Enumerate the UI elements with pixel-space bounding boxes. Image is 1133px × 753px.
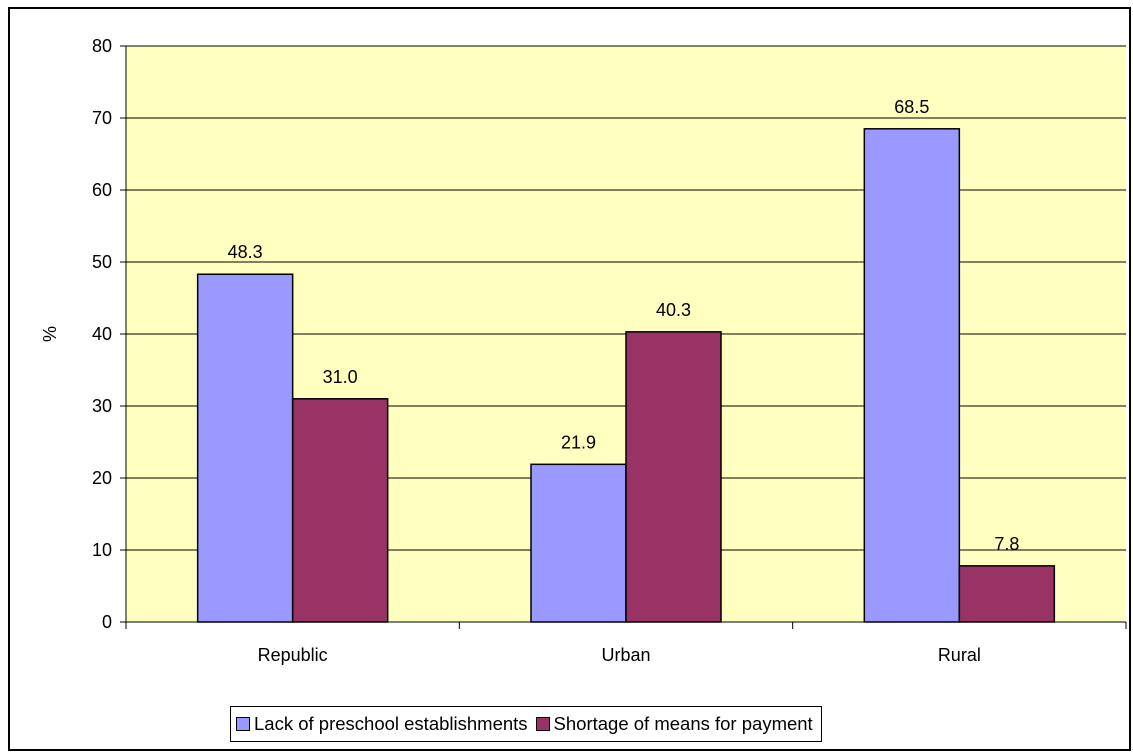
y-tick-label: 30 bbox=[92, 396, 112, 416]
y-tick-label: 60 bbox=[92, 180, 112, 200]
bar-1-republic bbox=[196, 273, 294, 623]
x-tick-label: Republic bbox=[258, 645, 328, 665]
y-tick-label: 80 bbox=[92, 36, 112, 56]
legend: Lack of preschool establishments Shortag… bbox=[230, 706, 822, 742]
x-tick-label: Urban bbox=[601, 645, 650, 665]
data-label: 40.3 bbox=[656, 300, 691, 320]
x-tick-label: Rural bbox=[938, 645, 981, 665]
data-label: 21.9 bbox=[561, 432, 596, 452]
legend-item-series-2: Shortage of means for payment bbox=[535, 713, 813, 735]
bar-2-rural bbox=[958, 565, 1056, 623]
bar-2-republic bbox=[291, 398, 389, 623]
legend-swatch-series-2 bbox=[535, 717, 550, 731]
legend-item-series-1: Lack of preschool establishments bbox=[236, 713, 528, 735]
y-tick-label: 70 bbox=[92, 108, 112, 128]
data-label: 48.3 bbox=[228, 242, 263, 262]
legend-label-series-2: Shortage of means for payment bbox=[553, 713, 813, 734]
data-label: 68.5 bbox=[894, 97, 929, 117]
axes bbox=[120, 45, 1127, 629]
data-label: 7.8 bbox=[994, 534, 1019, 554]
y-tick-label: 10 bbox=[92, 540, 112, 560]
labels: 0 10 20 30 40 50 60 70 80 48.3 31.0 Republic 21.9 40.… bbox=[92, 36, 1019, 665]
legend-swatch-series-1 bbox=[236, 717, 250, 731]
bar-2-urban bbox=[625, 331, 722, 623]
legend-label-series-1: Lack of preschool establishments bbox=[254, 713, 528, 734]
y-axis-title: % bbox=[40, 326, 60, 342]
y-tick-label: 20 bbox=[92, 468, 112, 488]
y-tick-label: 50 bbox=[92, 252, 112, 272]
bar-1-rural bbox=[863, 128, 961, 623]
data-label: 31.0 bbox=[323, 367, 358, 387]
y-tick-label: 0 bbox=[102, 612, 112, 632]
bar-1-urban bbox=[530, 463, 627, 623]
y-tick-label: 40 bbox=[92, 324, 112, 344]
bars bbox=[196, 128, 1056, 623]
